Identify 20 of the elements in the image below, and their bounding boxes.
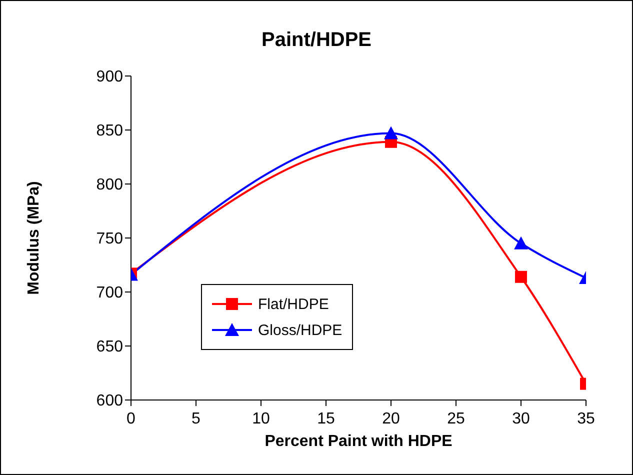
y-tick-label: 800 xyxy=(96,176,124,194)
x-tick-label: 35 xyxy=(577,410,595,428)
y-tick-label: 900 xyxy=(96,68,124,86)
x-tick-label: 5 xyxy=(192,410,201,428)
x-tick-label: 10 xyxy=(252,410,270,428)
y-tick-label: 600 xyxy=(96,392,124,410)
y-tick-label: 850 xyxy=(96,122,124,140)
x-tick-label: 0 xyxy=(126,410,136,428)
x-tick-label: 30 xyxy=(512,410,530,428)
y-axis-title: Modulus (MPa) xyxy=(26,181,43,295)
y-tick-label: 750 xyxy=(96,230,124,248)
legend-label: Flat/HDPE xyxy=(258,296,329,312)
x-tick-label: 20 xyxy=(382,410,400,428)
x-axis-title: Percent Paint with HDPE xyxy=(264,433,453,450)
x-tick-label: 25 xyxy=(447,410,465,428)
legend-label: Gloss/HDPE xyxy=(258,322,342,338)
chart-title: Paint/HDPE xyxy=(260,29,373,52)
y-tick-label: 700 xyxy=(96,284,124,302)
y-tick-label: 650 xyxy=(96,338,124,356)
x-tick-label: 15 xyxy=(317,410,335,428)
